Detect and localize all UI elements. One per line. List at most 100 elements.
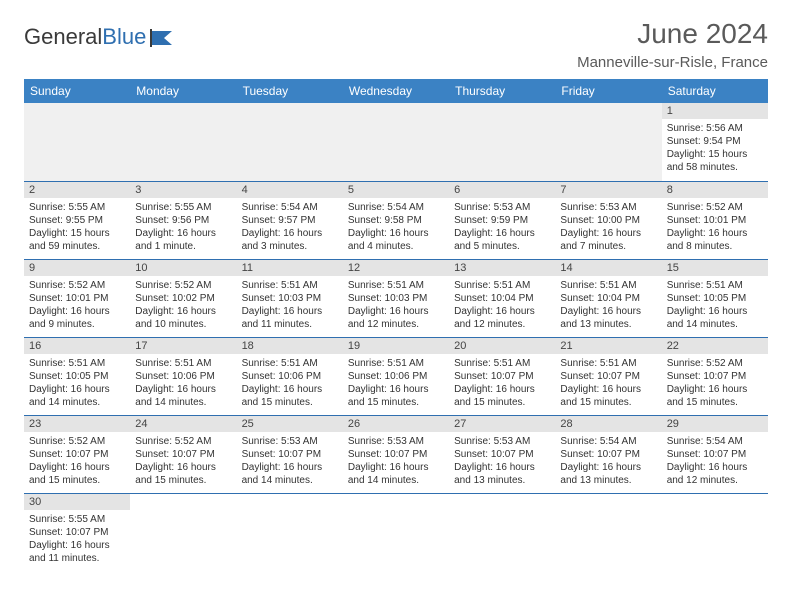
day-body: Sunrise: 5:51 AMSunset: 10:03 PMDaylight… [343,276,449,335]
calendar-day-cell: 15Sunrise: 5:51 AMSunset: 10:05 PMDaylig… [662,259,768,337]
sunrise-line: Sunrise: 5:54 AM [242,201,338,214]
calendar-day-cell: 10 Sunrise: 5:52 AMSunset: 10:02 PMDaylig… [130,259,236,337]
daylight-line: Daylight: 16 hours and 3 minutes. [242,227,338,253]
daylight-line: Daylight: 16 hours and 5 minutes. [454,227,550,253]
calendar-empty-cell [343,103,449,181]
day-body: Sunrise: 5:52 AMSunset: 10:07 PMDaylight… [662,354,768,413]
sunset-line: Sunset: 10:02 PM [135,292,231,305]
day-number: 24 [130,416,236,432]
sunrise-line: Sunrise: 5:53 AM [454,201,550,214]
calendar-day-cell: 2Sunrise: 5:55 AMSunset: 9:55 PMDaylight… [24,181,130,259]
sunset-line: Sunset: 9:54 PM [667,135,763,148]
daylight-line: Daylight: 15 hours and 59 minutes. [29,227,125,253]
day-number: 1 [662,103,768,119]
calendar-day-cell: 29Sunrise: 5:54 AMSunset: 10:07 PMDaylig… [662,415,768,493]
daylight-line: Daylight: 16 hours and 15 minutes. [560,383,656,409]
day-number: 5 [343,182,449,198]
sunrise-line: Sunrise: 5:56 AM [667,122,763,135]
daylight-line: Daylight: 16 hours and 13 minutes. [560,305,656,331]
sunset-line: Sunset: 10:06 PM [135,370,231,383]
daylight-line: Daylight: 16 hours and 1 minute. [135,227,231,253]
day-number: 16 [24,338,130,354]
sunrise-line: Sunrise: 5:55 AM [29,201,125,214]
sunset-line: Sunset: 10:05 PM [29,370,125,383]
calendar-day-cell: 20Sunrise: 5:51 AMSunset: 10:07 PMDaylig… [449,337,555,415]
daylight-line: Daylight: 16 hours and 12 minutes. [454,305,550,331]
day-number: 14 [555,260,661,276]
calendar-day-cell: 18Sunrise: 5:51 AMSunset: 10:06 PMDaylig… [237,337,343,415]
sunrise-line: Sunrise: 5:51 AM [348,357,444,370]
calendar-empty-cell [130,103,236,181]
day-number: 21 [555,338,661,354]
daylight-line: Daylight: 16 hours and 13 minutes. [560,461,656,487]
sunrise-line: Sunrise: 5:52 AM [667,357,763,370]
sunset-line: Sunset: 10:07 PM [667,448,763,461]
calendar-week-row: 16 Sunrise: 5:51 AM Sunset: 10:05 PM Daylig… [24,337,768,415]
day-body: Sunrise: 5:51 AMSunset: 10:06 PMDaylight… [237,354,343,413]
daylight-line: Daylight: 16 hours and 11 minutes. [29,539,125,565]
day-body: Sunrise: 5:51 AMSunset: 10:07 PMDaylight… [555,354,661,413]
header: GeneralBlue June 2024 Manneville-sur-Ris… [24,18,768,71]
day-body: Sunrise: 5:54 AMSunset: 9:58 PMDaylight:… [343,198,449,257]
daylight-line: Daylight: 16 hours and 10 minutes. [135,305,231,331]
calendar-day-cell: 24Sunrise: 5:52 AMSunset: 10:07 PMDaylig… [130,415,236,493]
logo-flag-icon [150,29,176,47]
sunset-line: Sunset: 10:01 PM [29,292,125,305]
day-number: 20 [449,338,555,354]
sunrise-line: Sunrise: 5:51 AM [560,279,656,292]
sunset-line: Sunset: 10:07 PM [454,448,550,461]
day-body: Sunrise: 5:53 AMSunset: 10:07 PMDaylight… [343,432,449,491]
sunrise-line: Sunrise: 5:52 AM [135,279,231,292]
day-body: Sunrise: 5:51 AMSunset: 10:05 PMDaylight… [662,276,768,335]
calendar-day-cell: 26Sunrise: 5:53 AMSunset: 10:07 PMDaylig… [343,415,449,493]
day-number: 8 [662,182,768,198]
day-body: Sunrise: 5:55 AMSunset: 10:07 PMDaylight… [24,510,130,569]
sunrise-line: Sunrise: 5:53 AM [560,201,656,214]
title-block: June 2024 Manneville-sur-Risle, France [577,18,768,71]
daylight-line: Daylight: 16 hours and 14 minutes. [242,461,338,487]
day-body: Sunrise: 5:55 AMSunset: 9:56 PMDaylight:… [130,198,236,257]
sunrise-line: Sunrise: 5:53 AM [242,435,338,448]
sunset-line: Sunset: 10:07 PM [667,370,763,383]
sunset-line: Sunset: 9:56 PM [135,214,231,227]
sunrise-line: Sunrise: 5:52 AM [29,435,125,448]
day-body: Sunrise: 5:52 AMSunset: 10:07 PMDaylight… [130,432,236,491]
calendar-empty-cell [237,493,343,571]
sunrise-line: Sunrise: 5:51 AM [667,279,763,292]
sunset-line: Sunset: 9:55 PM [29,214,125,227]
sunrise-line: Sunrise: 5:51 AM [454,279,550,292]
daylight-line: Daylight: 16 hours and 12 minutes. [667,461,763,487]
daylight-line: Daylight: 16 hours and 15 minutes. [667,383,763,409]
weekday-header: Tuesday [237,79,343,103]
day-body: Sunrise: 5:52 AMSunset: 10:07 PMDaylight… [24,432,130,491]
sunrise-line: Sunrise: 5:51 AM [242,279,338,292]
day-number: 10 [130,260,236,276]
calendar-day-cell: 3Sunrise: 5:55 AMSunset: 9:56 PMDaylight… [130,181,236,259]
day-body: Sunrise: 5:53 AMSunset: 10:00 PMDaylight… [555,198,661,257]
sunrise-line: Sunrise: 5:54 AM [560,435,656,448]
calendar-week-row: 9Sunrise: 5:52 AMSunset: 10:01 PMDayligh… [24,259,768,337]
calendar-day-cell: 5Sunrise: 5:54 AMSunset: 9:58 PMDaylight… [343,181,449,259]
day-number: 18 [237,338,343,354]
day-number: 28 [555,416,661,432]
sunset-line: Sunset: 10:05 PM [667,292,763,305]
weekday-header: Monday [130,79,236,103]
daylight-line: Daylight: 16 hours and 15 minutes. [242,383,338,409]
calendar-day-cell: 27Sunrise: 5:53 AMSunset: 10:07 PMDaylig… [449,415,555,493]
calendar-week-row: 23Sunrise: 5:52 AMSunset: 10:07 PMDaylig… [24,415,768,493]
sunset-line: Sunset: 10:07 PM [135,448,231,461]
day-body: Sunrise: 5:51 AMSunset: 10:04 PMDaylight… [555,276,661,335]
day-body: Sunrise: 5:53 AMSunset: 9:59 PMDaylight:… [449,198,555,257]
calendar-day-cell: 17Sunrise: 5:51 AMSunset: 10:06 PMDaylig… [130,337,236,415]
day-number: 19 [343,338,449,354]
calendar-empty-cell [449,103,555,181]
sunset-line: Sunset: 10:07 PM [560,448,656,461]
daylight-line: Daylight: 16 hours and 15 minutes. [135,461,231,487]
daylight-line: Daylight: 16 hours and 15 minutes. [29,461,125,487]
sunrise-line: Sunrise: 5:53 AM [454,435,550,448]
day-number: 15 [662,260,768,276]
sunrise-line: Sunrise: 5:55 AM [135,201,231,214]
day-body: Sunrise: 5:55 AMSunset: 9:55 PMDaylight:… [24,198,130,257]
calendar-day-cell: 12Sunrise: 5:51 AMSunset: 10:03 PMDaylig… [343,259,449,337]
daylight-line: Daylight: 16 hours and 11 minutes. [242,305,338,331]
